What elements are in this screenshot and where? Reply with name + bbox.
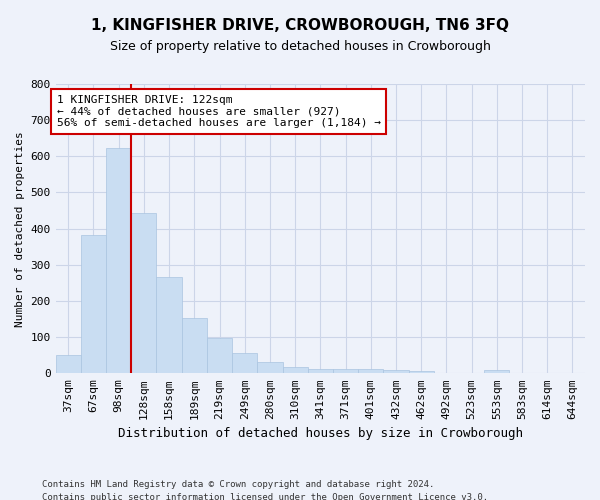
Bar xyxy=(283,367,308,374)
Text: 1 KINGFISHER DRIVE: 122sqm
← 44% of detached houses are smaller (927)
56% of sem: 1 KINGFISHER DRIVE: 122sqm ← 44% of deta… xyxy=(57,95,381,128)
Bar xyxy=(383,370,409,374)
Bar xyxy=(232,354,257,374)
Bar xyxy=(409,372,434,374)
Bar xyxy=(157,278,182,374)
Text: 1, KINGFISHER DRIVE, CROWBOROUGH, TN6 3FQ: 1, KINGFISHER DRIVE, CROWBOROUGH, TN6 3F… xyxy=(91,18,509,32)
Bar xyxy=(81,235,106,374)
Y-axis label: Number of detached properties: Number of detached properties xyxy=(15,131,25,326)
Bar xyxy=(56,355,81,374)
Bar xyxy=(257,362,283,374)
X-axis label: Distribution of detached houses by size in Crowborough: Distribution of detached houses by size … xyxy=(118,427,523,440)
Bar xyxy=(308,369,333,374)
Bar xyxy=(182,318,207,374)
Bar xyxy=(358,368,383,374)
Bar xyxy=(131,212,157,374)
Text: Contains public sector information licensed under the Open Government Licence v3: Contains public sector information licen… xyxy=(42,492,488,500)
Text: Contains HM Land Registry data © Crown copyright and database right 2024.: Contains HM Land Registry data © Crown c… xyxy=(42,480,434,489)
Bar xyxy=(207,338,232,374)
Bar xyxy=(484,370,509,374)
Bar xyxy=(106,148,131,374)
Bar xyxy=(333,369,358,374)
Text: Size of property relative to detached houses in Crowborough: Size of property relative to detached ho… xyxy=(110,40,490,53)
